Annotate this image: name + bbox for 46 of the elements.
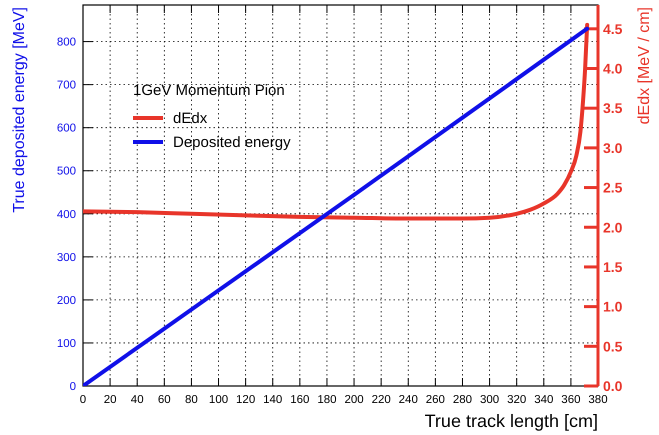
legend-title: 1GeV Momentum Pion: [133, 82, 285, 99]
y2-tick-label: 0.0: [603, 378, 623, 394]
x-tick-label: 0: [80, 394, 86, 406]
y2-tick-label: 3.0: [603, 140, 623, 156]
x-tick-label: 220: [372, 394, 391, 406]
y2-tick-label: 2.5: [603, 180, 623, 196]
y2-tick-label: 2.0: [603, 219, 623, 236]
y-tick-label: 700: [56, 80, 76, 92]
y-tick-label: 100: [56, 338, 76, 350]
x-tick-label: 240: [398, 394, 418, 406]
x-tick-label: 200: [344, 394, 364, 406]
y2-tick-label: 4.0: [603, 60, 623, 76]
x-tick-label: 120: [236, 394, 256, 406]
y-tick-label: 800: [56, 36, 76, 49]
y-tick-label: 0: [70, 381, 76, 393]
x-tick-label: 100: [208, 394, 228, 406]
x-tick-label: 60: [158, 394, 171, 406]
y-tick-label: 600: [56, 122, 76, 135]
y2-tick-label: 0.5: [603, 338, 623, 354]
x-tick-label: 360: [561, 394, 580, 406]
x-tick-label: 140: [263, 394, 282, 406]
x-tick-label: 260: [426, 394, 445, 406]
y2-tick-label: 3.5: [603, 100, 623, 116]
x-tick-label: 40: [130, 394, 144, 406]
y-axis-title: True deposited energy [MeV]: [11, 7, 28, 213]
y-tick-label: 200: [56, 294, 76, 307]
y2-tick-label: 1.0: [603, 298, 623, 315]
x-tick-label: 300: [480, 394, 500, 406]
x-tick-label: 320: [507, 394, 526, 406]
x-axis-title: True track length [cm]: [424, 411, 598, 431]
line-series: [83, 26, 590, 386]
x-tick-label: 280: [452, 394, 472, 406]
y2-tick-label: 1.5: [603, 258, 623, 275]
y-tick-label: 300: [56, 252, 76, 264]
x-tick-label: 160: [290, 394, 310, 406]
y-tick-label: 400: [56, 208, 76, 221]
y2-tick-label: 4.5: [603, 20, 623, 37]
x-tick-label: 20: [104, 394, 117, 406]
x-tick-label: 340: [534, 394, 554, 406]
x-tick-label: 180: [317, 394, 337, 406]
y-tick-label: 500: [56, 166, 76, 178]
legend-label: Deposited energy: [173, 134, 292, 151]
y2-axis-title: dEdx [MeV / cm]: [636, 7, 653, 124]
x-tick-label: 380: [588, 394, 608, 406]
x-tick-label: 80: [185, 394, 198, 406]
legend-label: dEdx: [173, 110, 208, 127]
